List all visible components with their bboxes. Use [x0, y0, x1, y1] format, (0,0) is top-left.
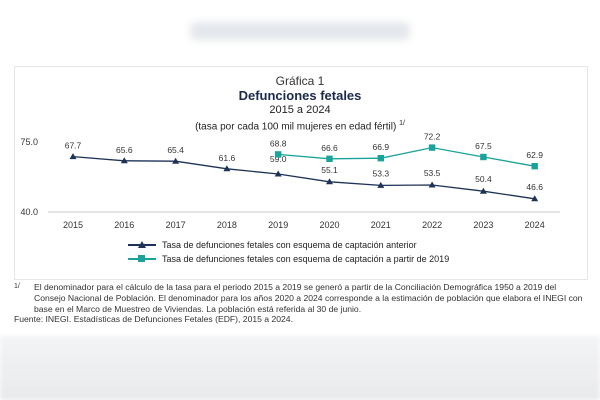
data-label: 65.4 — [167, 145, 184, 155]
data-label: 66.6 — [321, 143, 338, 153]
data-point-square — [275, 151, 282, 158]
data-label: 46.6 — [526, 182, 543, 192]
data-label: 62.9 — [526, 150, 543, 160]
chart-unit: (tasa por cada 100 mil mujeres en edad f… — [0, 117, 600, 133]
x-tick-label: 2020 — [319, 220, 339, 230]
data-point-triangle — [120, 157, 128, 164]
chart-period: 2015 a 2024 — [269, 104, 331, 116]
data-point-triangle — [274, 170, 282, 177]
chart-title: Defunciones fetales — [238, 88, 362, 103]
chart-titles: Gráfica 1 Defunciones fetales 2015 a 202… — [0, 74, 600, 133]
unit-footnote-mark: 1/ — [399, 120, 405, 127]
source-note: Fuente: INEGI. Estadísticas de Defuncion… — [14, 314, 293, 325]
data-label: 68.8 — [270, 138, 287, 148]
series-line — [278, 146, 535, 167]
x-tick-label: 2015 — [63, 220, 83, 230]
data-label: 67.5 — [475, 141, 492, 151]
data-label: 65.6 — [116, 145, 133, 155]
data-label: 67.7 — [65, 141, 82, 151]
x-tick-label: 2023 — [473, 220, 493, 230]
legend-label: Tasa de defunciones fetales con esquema … — [162, 254, 450, 264]
data-point-triangle — [377, 181, 385, 188]
x-tick-label: 2022 — [422, 220, 442, 230]
data-label: 66.9 — [373, 142, 390, 152]
data-point-triangle — [479, 187, 487, 194]
legend-item-anterior: Tasa de defunciones fetales con esquema … — [128, 238, 449, 252]
footnote-1: 1/ El denominador para el cálculo de la … — [14, 282, 589, 314]
data-point-triangle — [531, 195, 539, 202]
data-point-square — [377, 155, 384, 162]
data-point-triangle — [69, 153, 77, 160]
blurred-header-text — [190, 22, 410, 40]
data-point-triangle — [223, 165, 231, 172]
data-label: 53.5 — [424, 168, 441, 178]
figure-label: Gráfica 1 — [275, 74, 325, 88]
blurred-footer-region — [0, 336, 600, 400]
x-tick-label: 2018 — [217, 220, 237, 230]
legend-label: Tasa de defunciones fetales con esquema … — [162, 240, 417, 250]
data-point-square — [428, 144, 436, 151]
data-point-triangle — [172, 157, 180, 164]
y-tick-label: 75.0 — [20, 137, 38, 147]
data-point-triangle — [326, 178, 333, 185]
data-point-square — [480, 153, 487, 161]
footnote-text: El denominador para el cálculo de la tas… — [34, 282, 583, 314]
legend-item-2019: Tasa de defunciones fetales con esquema … — [128, 252, 449, 266]
chart-panel — [14, 66, 588, 280]
data-point-triangle — [428, 181, 436, 188]
legend-square-marker — [128, 254, 156, 264]
unit-text: (tasa por cada 100 mil mujeres en edad f… — [195, 121, 397, 133]
footnote-mark: 1/ — [14, 283, 20, 290]
legend: Tasa de defunciones fetales con esquema … — [128, 238, 449, 266]
series-line — [72, 155, 535, 200]
x-tick-label: 2021 — [371, 220, 391, 230]
footnotes: 1/ El denominador para el cálculo de la … — [14, 282, 589, 325]
data-label: 59.0 — [270, 154, 287, 164]
y-tick-label: 40.0 — [20, 207, 38, 217]
data-label: 72.2 — [424, 132, 441, 142]
x-tick-label: 2024 — [525, 220, 545, 230]
x-tick-label: 2016 — [114, 220, 134, 230]
legend-triangle-marker — [128, 240, 156, 250]
x-tick-label: 2017 — [166, 220, 186, 230]
data-label: 50.4 — [475, 174, 492, 184]
data-label: 53.3 — [373, 168, 390, 178]
data-label: 55.1 — [321, 165, 338, 175]
data-label: 61.6 — [219, 153, 236, 163]
data-point-square — [531, 163, 538, 170]
data-point-square — [326, 155, 333, 162]
x-tick-label: 2019 — [268, 220, 288, 230]
